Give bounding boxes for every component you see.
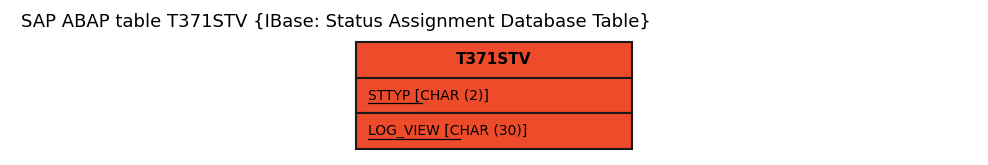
Text: STTYP [CHAR (2)]: STTYP [CHAR (2)] — [368, 88, 489, 102]
FancyBboxPatch shape — [356, 78, 632, 113]
Text: SAP ABAP table T371STV {IBase: Status Assignment Database Table}: SAP ABAP table T371STV {IBase: Status As… — [21, 13, 651, 31]
Text: T371STV: T371STV — [456, 52, 532, 67]
FancyBboxPatch shape — [356, 42, 632, 78]
FancyBboxPatch shape — [356, 113, 632, 149]
Text: LOG_VIEW [CHAR (30)]: LOG_VIEW [CHAR (30)] — [368, 124, 528, 138]
